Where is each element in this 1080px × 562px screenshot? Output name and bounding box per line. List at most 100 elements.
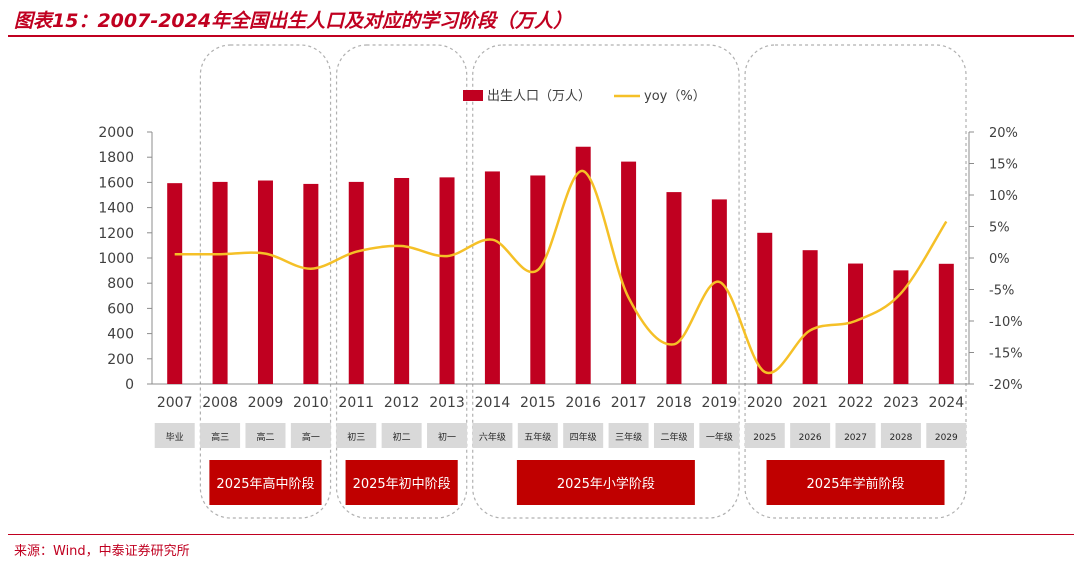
grade-box-15 xyxy=(835,423,876,448)
grade-label-12: 一年级 xyxy=(706,431,733,443)
right-tick-label: 5% xyxy=(989,221,1010,236)
grade-label-9: 四年级 xyxy=(570,431,597,443)
grade-box-7 xyxy=(472,423,513,448)
bar-2024 xyxy=(938,263,954,384)
stage-box-2 xyxy=(516,460,695,505)
bar-2008 xyxy=(212,181,228,384)
legend-bar-label: 出生人口（万人） xyxy=(487,89,591,104)
x-tick-label-2012: 2012 xyxy=(384,395,420,411)
grade-label-17: 2029 xyxy=(935,433,958,443)
grade-label-11: 二年级 xyxy=(660,431,687,443)
stage-label-2: 2025年小学阶段 xyxy=(557,476,655,492)
stage-box-1 xyxy=(345,460,458,505)
right-tick-label: -15% xyxy=(989,347,1023,362)
bar-2007 xyxy=(167,183,183,384)
grade-label-15: 2027 xyxy=(844,433,867,443)
grade-label-6: 初一 xyxy=(438,431,456,443)
legend-bar-swatch xyxy=(463,90,483,101)
yoy-line-layer xyxy=(174,169,948,375)
left-tick-label: 600 xyxy=(107,301,134,317)
left-tick-label: 2000 xyxy=(98,125,134,141)
grade-box-1 xyxy=(200,423,241,448)
grade-box-0 xyxy=(154,423,195,448)
stage-box-0 xyxy=(209,460,322,505)
left-tick-label: 1400 xyxy=(98,201,134,217)
grade-box-2 xyxy=(245,423,286,448)
right-tick-label: 15% xyxy=(989,158,1018,173)
grade-box-6 xyxy=(427,423,468,448)
bars xyxy=(167,146,954,384)
stage-group-frame-1 xyxy=(335,44,468,519)
x-tick-label-2020: 2020 xyxy=(747,395,783,411)
grade-box-5 xyxy=(381,423,422,448)
x-tick-label-2019: 2019 xyxy=(702,395,738,411)
stage-label-1: 2025年初中阶段 xyxy=(353,477,451,492)
left-tick-label: 1200 xyxy=(98,226,134,242)
title-rule xyxy=(8,35,1074,37)
grade-box-16 xyxy=(880,423,921,448)
stage-label-3: 2025年学前阶段 xyxy=(806,476,904,492)
right-tick-label: 20% xyxy=(989,126,1018,141)
grade-box-12 xyxy=(699,423,740,448)
left-tick-label: 1800 xyxy=(98,150,134,166)
chart-title: 图表15：2007-2024年全国出生人口及对应的学习阶段（万人） xyxy=(14,10,573,32)
bar-2014 xyxy=(484,171,500,384)
stage-label-0: 2025年高中阶段 xyxy=(216,476,314,492)
right-tick-label: -5% xyxy=(989,284,1014,299)
grade-label-2: 高二 xyxy=(256,431,274,443)
grade-box-13 xyxy=(744,423,785,448)
bar-2019 xyxy=(711,199,727,384)
bar-2017 xyxy=(621,161,637,384)
grade-label-1: 高三 xyxy=(211,431,229,443)
grade-box-9 xyxy=(563,423,604,448)
stage-group-frame-3 xyxy=(744,44,967,519)
source-note: 来源：Wind，中泰证券研究所 xyxy=(14,544,190,559)
grade-label-7: 六年级 xyxy=(479,431,506,443)
left-tick-label: 1000 xyxy=(98,251,134,267)
x-tick-labels: 2007 2008 2009 2010 2011 2012 2013 2014 2015 2016… xyxy=(157,395,964,411)
bar-2010 xyxy=(303,183,319,384)
yoy-line xyxy=(174,169,948,375)
grade-label-13: 2025 xyxy=(753,433,776,443)
stage-group-frames xyxy=(199,44,967,519)
grade-label-3: 高一 xyxy=(302,431,320,443)
right-tick-label: -10% xyxy=(989,315,1023,330)
bar-2020 xyxy=(757,232,773,384)
left-tick-label: 800 xyxy=(107,276,134,292)
left-tick-label: 1600 xyxy=(98,175,134,191)
bar-2011 xyxy=(348,181,364,384)
right-tick-label: 10% xyxy=(989,189,1018,204)
grade-label-5: 初二 xyxy=(393,431,411,443)
grade-box-17 xyxy=(926,423,967,448)
x-tick-label-2023: 2023 xyxy=(883,395,919,411)
grade-label-4: 初三 xyxy=(347,431,365,443)
x-tick-label-2007: 2007 xyxy=(157,395,193,411)
grade-box-4 xyxy=(336,423,377,448)
bar-2016 xyxy=(575,146,591,384)
bar-2022 xyxy=(848,263,864,384)
bar-2009 xyxy=(257,180,273,384)
x-tick-label-2009: 2009 xyxy=(248,395,284,411)
right-tick-label: 0% xyxy=(989,252,1010,267)
grade-box-3 xyxy=(290,423,331,448)
stage-group-frame-2 xyxy=(472,44,740,519)
x-tick-label-2022: 2022 xyxy=(838,395,874,411)
grade-label-16: 2028 xyxy=(889,433,912,443)
grade-labels: 毕业 高三 高二 高一 初三 初二 初一 六年级 五年级 四年级 三年级 二年级 一年级 2025 2026… xyxy=(154,423,967,448)
legend-line-label: yoy（%） xyxy=(644,89,706,104)
grade-box-8 xyxy=(517,423,558,448)
x-tick-label-2015: 2015 xyxy=(520,395,556,411)
right-tick-label: -20% xyxy=(989,378,1023,393)
left-tick-label: 0 xyxy=(125,377,134,393)
x-tick-label-2017: 2017 xyxy=(611,395,647,411)
stage-box-3 xyxy=(766,460,945,505)
x-tick-label-2018: 2018 xyxy=(656,395,692,411)
x-tick-label-2010: 2010 xyxy=(293,395,329,411)
grade-label-14: 2026 xyxy=(799,433,822,443)
legend: 出生人口（万人） yoy（%） xyxy=(463,89,706,104)
source-rule xyxy=(8,534,1074,535)
grade-label-10: 三年级 xyxy=(615,431,642,443)
x-tick-label-2021: 2021 xyxy=(792,395,828,411)
grade-label-8: 五年级 xyxy=(524,431,551,443)
